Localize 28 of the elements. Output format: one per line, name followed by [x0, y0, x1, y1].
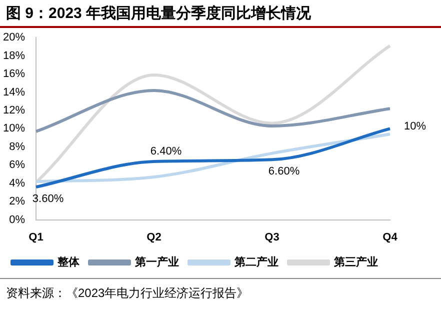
line-series	[34, 44, 392, 184]
data-label: 6.40%	[150, 146, 182, 158]
text: 资料来源：《2023年电力行业经济运行报告》	[0, 278, 441, 302]
data-label: 3.60%	[32, 193, 64, 206]
y-tick-label: 12%	[2, 104, 26, 117]
legend-label: 第二产业	[234, 256, 278, 269]
y-tick-label: 4%	[9, 177, 26, 190]
y-tick-label: 18%	[2, 50, 26, 62]
y-tick-label: 6%	[9, 159, 26, 172]
legend-label: 第三产业	[333, 256, 378, 269]
legend-label: 第一产业	[134, 256, 179, 269]
y-tick-label: 20%	[2, 32, 26, 44]
data-label: 6.60%	[268, 166, 300, 178]
legend-label: 整体	[56, 256, 80, 269]
y-tick-label: 0%	[9, 214, 26, 226]
line-series	[34, 127, 392, 189]
x-tick-label: Q3	[264, 231, 280, 244]
y-tick-label: 16%	[2, 68, 26, 80]
y-tick-label: 8%	[9, 140, 26, 153]
y-tick-label: 2%	[9, 196, 26, 208]
x-tick-label: Q1	[28, 231, 44, 244]
x-tick-label: Q2	[146, 231, 162, 244]
y-tick-label: 10%	[2, 122, 26, 135]
x-tick-label: Q4	[382, 231, 398, 244]
chart-title: 图 9：2023 年我国用电量分季度同比增长情况	[0, 0, 441, 28]
line-series	[34, 88, 392, 133]
data-label: 10%	[404, 120, 426, 133]
y-tick-label: 14%	[2, 86, 26, 98]
